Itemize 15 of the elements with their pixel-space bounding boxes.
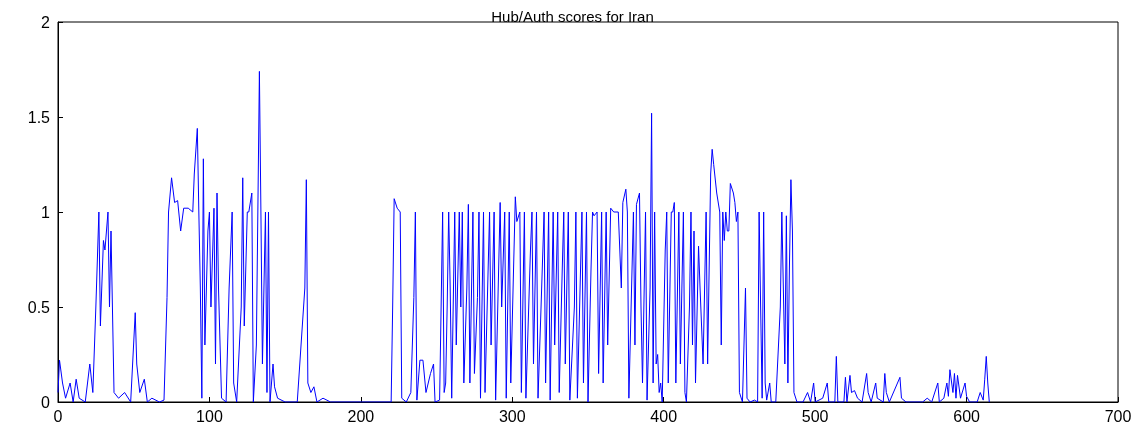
x-tick-label: 0 bbox=[53, 407, 63, 425]
line-series bbox=[57, 70, 990, 403]
y-tick-label: 0.5 bbox=[27, 298, 51, 316]
chart-title: Hub/Auth scores for Iran bbox=[491, 8, 654, 25]
y-tick-label: 0 bbox=[41, 393, 51, 411]
x-tick-label: 500 bbox=[801, 407, 829, 425]
y-tick-label: 2 bbox=[41, 13, 51, 31]
x-tick-label: 400 bbox=[650, 407, 678, 425]
x-tick-label: 200 bbox=[347, 407, 375, 425]
y-tick-label: 1.5 bbox=[27, 108, 51, 126]
x-tick-label: 100 bbox=[196, 407, 223, 425]
x-tick-label: 300 bbox=[498, 407, 526, 425]
x-tick-label: 600 bbox=[953, 407, 981, 425]
x-tick-label: 700 bbox=[1104, 407, 1132, 425]
y-tick-label: 1 bbox=[41, 203, 51, 221]
